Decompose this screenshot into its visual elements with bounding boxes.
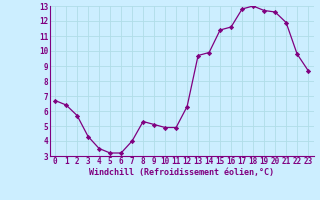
X-axis label: Windchill (Refroidissement éolien,°C): Windchill (Refroidissement éolien,°C) [89,168,274,177]
